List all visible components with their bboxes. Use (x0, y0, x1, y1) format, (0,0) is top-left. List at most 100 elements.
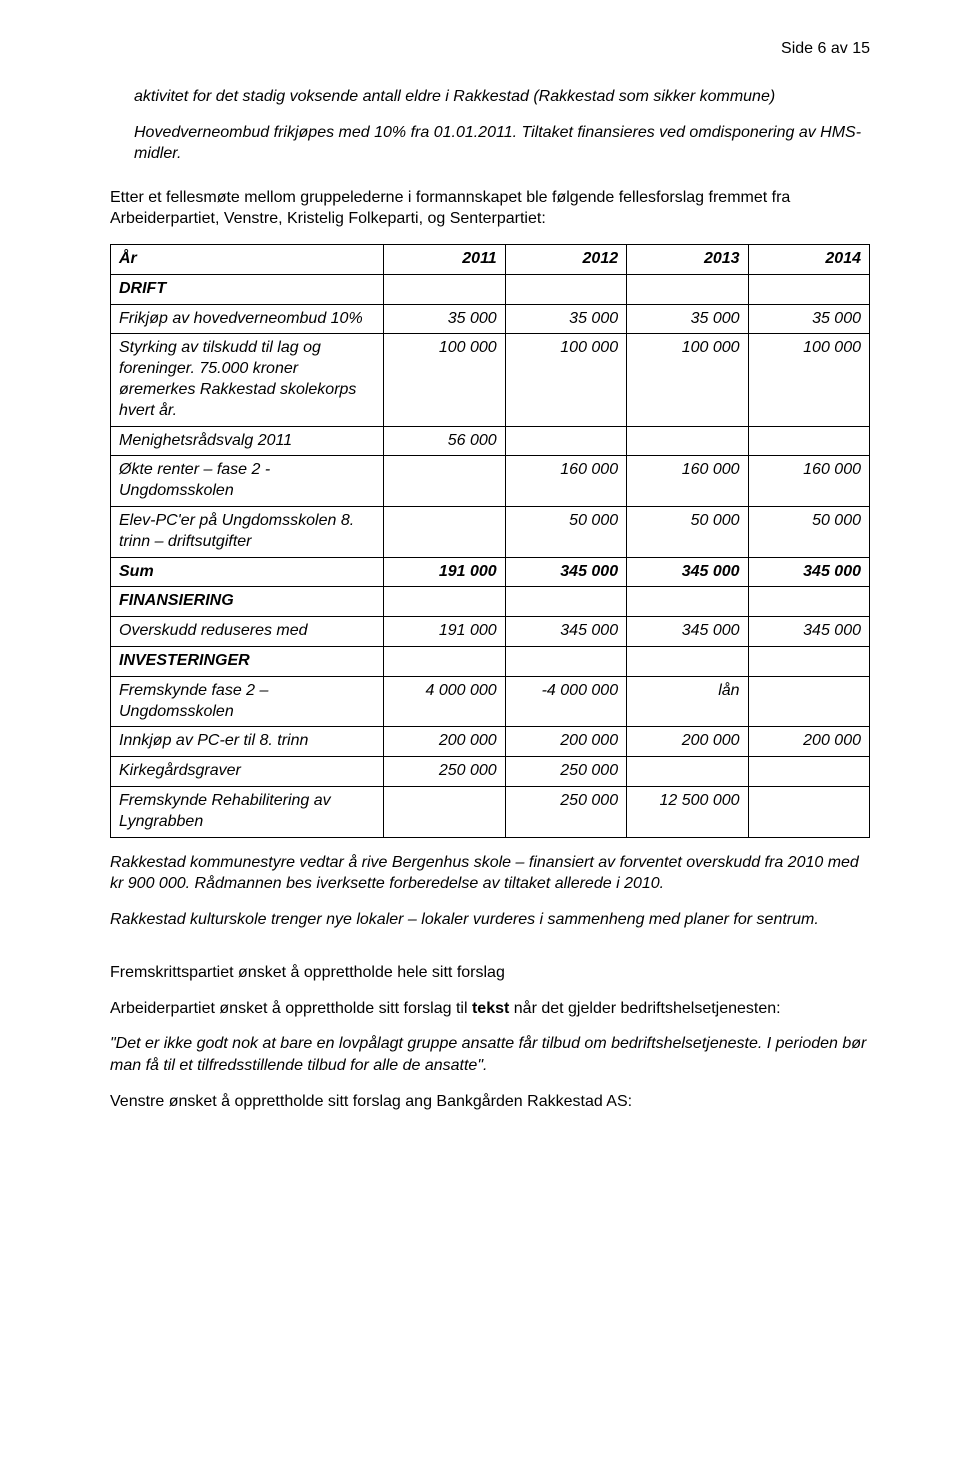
cell: 56 000 (384, 426, 505, 456)
cell: 250 000 (505, 786, 626, 837)
cell: lån (627, 676, 748, 727)
table-row: INVESTERINGER (111, 646, 870, 676)
document-page: Side 6 av 15 aktivitet for det stadig vo… (0, 0, 960, 1462)
row-label: Overskudd reduseres med (111, 617, 384, 647)
cell: 35 000 (505, 304, 626, 334)
cell: 250 000 (384, 757, 505, 787)
cell: 345 000 (748, 617, 869, 647)
row-label: Frikjøp av hovedverneombud 10% (111, 304, 384, 334)
cell: 345 000 (627, 557, 748, 587)
table-row: Overskudd reduseres med 191 000 345 000 … (111, 617, 870, 647)
bottom-paragraph-1: Fremskrittspartiet ønsket å opprettholde… (110, 962, 870, 984)
cell: 345 000 (748, 557, 869, 587)
row-sum-label: Sum (111, 557, 384, 587)
cell (627, 646, 748, 676)
table-row: Fremskynde fase 2 – Ungdomsskolen 4 000 … (111, 676, 870, 727)
cell (505, 426, 626, 456)
cell: 35 000 (748, 304, 869, 334)
table-row-sum: Sum 191 000 345 000 345 000 345 000 (111, 557, 870, 587)
header-2011: 2011 (384, 244, 505, 274)
cell: 160 000 (627, 456, 748, 507)
cell: 345 000 (505, 617, 626, 647)
cell: 250 000 (505, 757, 626, 787)
cell: 191 000 (384, 557, 505, 587)
row-label: Menighetsrådsvalg 2011 (111, 426, 384, 456)
cell (384, 786, 505, 837)
cell: 100 000 (627, 334, 748, 426)
cell (384, 456, 505, 507)
table-row: Menighetsrådsvalg 2011 56 000 (111, 426, 870, 456)
bottom-p2-part-c: når det gjelder bedriftshelsetjenesten: (509, 1000, 780, 1017)
cell: 100 000 (505, 334, 626, 426)
row-label: Økte renter – fase 2 - Ungdomsskolen (111, 456, 384, 507)
cell (748, 646, 869, 676)
row-label: Fremskynde fase 2 – Ungdomsskolen (111, 676, 384, 727)
cell (627, 587, 748, 617)
cell: 35 000 (384, 304, 505, 334)
cell: 345 000 (505, 557, 626, 587)
cell: 50 000 (748, 506, 869, 557)
cell (748, 676, 869, 727)
cell: 100 000 (748, 334, 869, 426)
table-row: Kirkegårdsgraver 250 000 250 000 (111, 757, 870, 787)
proposal-table: År 2011 2012 2013 2014 DRIFT Frikjøp av … (110, 244, 870, 838)
bottom-paragraph-3: "Det er ikke godt nok at bare en lovpåla… (110, 1033, 870, 1076)
table-row: DRIFT (111, 274, 870, 304)
table-row: Styrking av tilskudd til lag og forening… (111, 334, 870, 426)
cell: 35 000 (627, 304, 748, 334)
cell: 200 000 (384, 727, 505, 757)
cell: 50 000 (505, 506, 626, 557)
cell (505, 587, 626, 617)
cell: -4 000 000 (505, 676, 626, 727)
cell: 160 000 (748, 456, 869, 507)
cell (627, 426, 748, 456)
bottom-paragraph-4: Venstre ønsket å opprettholde sitt forsl… (110, 1091, 870, 1113)
cell: 12 500 000 (627, 786, 748, 837)
cell: 200 000 (627, 727, 748, 757)
bottom-p2-part-a: Arbeiderpartiet ønsket å opprettholde si… (110, 1000, 472, 1017)
cell (505, 274, 626, 304)
cell (748, 757, 869, 787)
cell (384, 587, 505, 617)
cell (627, 757, 748, 787)
table-row: Innkjøp av PC-er til 8. trinn 200 000 20… (111, 727, 870, 757)
header-year-label: År (111, 244, 384, 274)
cell (748, 426, 869, 456)
header-2012: 2012 (505, 244, 626, 274)
cell: 100 000 (384, 334, 505, 426)
post-table-paragraph-1: Rakkestad kommunestyre vedtar å rive Ber… (110, 852, 870, 895)
bottom-paragraph-2: Arbeiderpartiet ønsket å opprettholde si… (110, 998, 870, 1020)
cell (505, 646, 626, 676)
cell (748, 587, 869, 617)
section-finansiering: FINANSIERING (111, 587, 384, 617)
table-row: Elev-PC'er på Ungdomsskolen 8. trinn – d… (111, 506, 870, 557)
row-label: Fremskynde Rehabilitering av Lyngrabben (111, 786, 384, 837)
header-2013: 2013 (627, 244, 748, 274)
pre-table-paragraph: Etter et fellesmøte mellom gruppelederne… (110, 187, 870, 230)
cell (384, 274, 505, 304)
section-investeringer: INVESTERINGER (111, 646, 384, 676)
intro-paragraph-1: aktivitet for det stadig voksende antall… (134, 86, 870, 108)
cell: 200 000 (748, 727, 869, 757)
table-row: Fremskynde Rehabilitering av Lyngrabben … (111, 786, 870, 837)
table-row: Frikjøp av hovedverneombud 10% 35 000 35… (111, 304, 870, 334)
cell: 50 000 (627, 506, 748, 557)
row-label: Kirkegårdsgraver (111, 757, 384, 787)
table-row: Økte renter – fase 2 - Ungdomsskolen 160… (111, 456, 870, 507)
row-label: Styrking av tilskudd til lag og forening… (111, 334, 384, 426)
section-drift: DRIFT (111, 274, 384, 304)
table-row: FINANSIERING (111, 587, 870, 617)
cell: 345 000 (627, 617, 748, 647)
intro-paragraph-2: Hovedverneombud frikjøpes med 10% fra 01… (134, 122, 870, 165)
cell (748, 786, 869, 837)
cell (627, 274, 748, 304)
cell (384, 506, 505, 557)
page-number: Side 6 av 15 (110, 40, 870, 58)
row-label: Elev-PC'er på Ungdomsskolen 8. trinn – d… (111, 506, 384, 557)
cell: 191 000 (384, 617, 505, 647)
cell: 200 000 (505, 727, 626, 757)
table-header-row: År 2011 2012 2013 2014 (111, 244, 870, 274)
post-table-paragraph-2: Rakkestad kulturskole trenger nye lokale… (110, 909, 870, 931)
cell (384, 646, 505, 676)
cell: 4 000 000 (384, 676, 505, 727)
